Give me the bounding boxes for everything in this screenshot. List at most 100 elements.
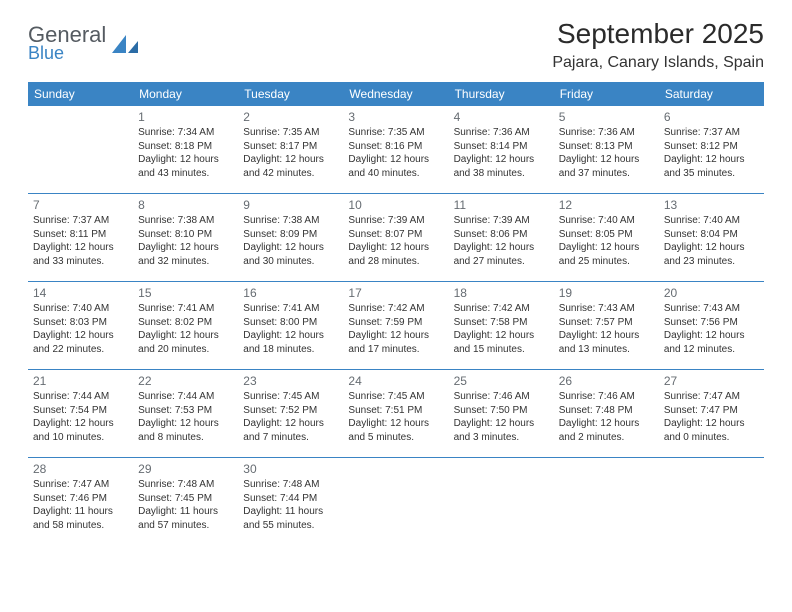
daylight-line: Daylight: 12 hours and 13 minutes.	[559, 329, 654, 356]
sunset-line: Sunset: 8:18 PM	[138, 140, 233, 154]
calendar-cell: 13Sunrise: 7:40 AMSunset: 8:04 PMDayligh…	[659, 194, 764, 282]
daylight-line: Daylight: 12 hours and 10 minutes.	[33, 417, 128, 444]
day-number: 18	[454, 285, 549, 301]
sunset-line: Sunset: 8:02 PM	[138, 316, 233, 330]
calendar-cell	[554, 458, 659, 546]
calendar-cell: 14Sunrise: 7:40 AMSunset: 8:03 PMDayligh…	[28, 282, 133, 370]
day-number: 2	[243, 109, 338, 125]
calendar-cell: 2Sunrise: 7:35 AMSunset: 8:17 PMDaylight…	[238, 106, 343, 194]
sunset-line: Sunset: 8:16 PM	[348, 140, 443, 154]
weekday-header: Friday	[554, 82, 659, 106]
daylight-line: Daylight: 12 hours and 15 minutes.	[454, 329, 549, 356]
sunrise-line: Sunrise: 7:39 AM	[348, 214, 443, 228]
calendar-row: 21Sunrise: 7:44 AMSunset: 7:54 PMDayligh…	[28, 370, 764, 458]
daylight-line: Daylight: 11 hours and 58 minutes.	[33, 505, 128, 532]
calendar-cell	[343, 458, 448, 546]
day-number: 24	[348, 373, 443, 389]
calendar-cell	[28, 106, 133, 194]
sunset-line: Sunset: 8:17 PM	[243, 140, 338, 154]
calendar-cell: 25Sunrise: 7:46 AMSunset: 7:50 PMDayligh…	[449, 370, 554, 458]
day-number: 5	[559, 109, 654, 125]
sunrise-line: Sunrise: 7:41 AM	[138, 302, 233, 316]
sunrise-line: Sunrise: 7:45 AM	[348, 390, 443, 404]
sunset-line: Sunset: 7:46 PM	[33, 492, 128, 506]
day-number: 1	[138, 109, 233, 125]
day-number: 23	[243, 373, 338, 389]
calendar-cell: 4Sunrise: 7:36 AMSunset: 8:14 PMDaylight…	[449, 106, 554, 194]
sunset-line: Sunset: 7:50 PM	[454, 404, 549, 418]
daylight-line: Daylight: 12 hours and 18 minutes.	[243, 329, 338, 356]
sunrise-line: Sunrise: 7:47 AM	[664, 390, 759, 404]
sunrise-line: Sunrise: 7:44 AM	[33, 390, 128, 404]
sunset-line: Sunset: 7:44 PM	[243, 492, 338, 506]
calendar-row: 28Sunrise: 7:47 AMSunset: 7:46 PMDayligh…	[28, 458, 764, 546]
day-number: 16	[243, 285, 338, 301]
sunrise-line: Sunrise: 7:35 AM	[348, 126, 443, 140]
daylight-line: Daylight: 12 hours and 25 minutes.	[559, 241, 654, 268]
day-number: 4	[454, 109, 549, 125]
sunset-line: Sunset: 8:12 PM	[664, 140, 759, 154]
sunrise-line: Sunrise: 7:48 AM	[243, 478, 338, 492]
sunrise-line: Sunrise: 7:37 AM	[33, 214, 128, 228]
sunset-line: Sunset: 8:05 PM	[559, 228, 654, 242]
day-number: 26	[559, 373, 654, 389]
calendar-cell: 8Sunrise: 7:38 AMSunset: 8:10 PMDaylight…	[133, 194, 238, 282]
daylight-line: Daylight: 12 hours and 42 minutes.	[243, 153, 338, 180]
sunset-line: Sunset: 8:09 PM	[243, 228, 338, 242]
calendar-cell: 28Sunrise: 7:47 AMSunset: 7:46 PMDayligh…	[28, 458, 133, 546]
sunrise-line: Sunrise: 7:40 AM	[559, 214, 654, 228]
daylight-line: Daylight: 12 hours and 43 minutes.	[138, 153, 233, 180]
sunset-line: Sunset: 8:11 PM	[33, 228, 128, 242]
sunrise-line: Sunrise: 7:34 AM	[138, 126, 233, 140]
day-number: 15	[138, 285, 233, 301]
weekday-header: Monday	[133, 82, 238, 106]
day-number: 10	[348, 197, 443, 213]
sunrise-line: Sunrise: 7:37 AM	[664, 126, 759, 140]
sunrise-line: Sunrise: 7:40 AM	[33, 302, 128, 316]
daylight-line: Daylight: 12 hours and 7 minutes.	[243, 417, 338, 444]
sunset-line: Sunset: 8:07 PM	[348, 228, 443, 242]
calendar-cell: 24Sunrise: 7:45 AMSunset: 7:51 PMDayligh…	[343, 370, 448, 458]
daylight-line: Daylight: 12 hours and 27 minutes.	[454, 241, 549, 268]
sunrise-line: Sunrise: 7:40 AM	[664, 214, 759, 228]
calendar-cell: 10Sunrise: 7:39 AMSunset: 8:07 PMDayligh…	[343, 194, 448, 282]
day-number: 20	[664, 285, 759, 301]
calendar-row: 7Sunrise: 7:37 AMSunset: 8:11 PM Daylight…	[28, 194, 764, 282]
sunrise-line: Sunrise: 7:44 AM	[138, 390, 233, 404]
sunrise-line: Sunrise: 7:46 AM	[559, 390, 654, 404]
day-number: 25	[454, 373, 549, 389]
calendar-cell: 11Sunrise: 7:39 AMSunset: 8:06 PMDayligh…	[449, 194, 554, 282]
sunset-line: Sunset: 8:13 PM	[559, 140, 654, 154]
calendar-table: SundayMondayTuesdayWednesdayThursdayFrid…	[28, 82, 764, 545]
sunrise-line: Sunrise: 7:43 AM	[559, 302, 654, 316]
weekday-header: Wednesday	[343, 82, 448, 106]
sunset-line: Sunset: 7:45 PM	[138, 492, 233, 506]
calendar-cell: 26Sunrise: 7:46 AMSunset: 7:48 PMDayligh…	[554, 370, 659, 458]
calendar-cell: 18Sunrise: 7:42 AMSunset: 7:58 PMDayligh…	[449, 282, 554, 370]
daylight-line: Daylight: 12 hours and 28 minutes.	[348, 241, 443, 268]
header: General Blue September 2025 Pajara, Cana…	[28, 18, 764, 72]
day-number: 11	[454, 197, 549, 213]
day-number: 21	[33, 373, 128, 389]
day-number: 9	[243, 197, 338, 213]
daylight-line: Daylight: 12 hours and 0 minutes.	[664, 417, 759, 444]
daylight-line: Daylight: 12 hours and 3 minutes.	[454, 417, 549, 444]
calendar-cell: 9Sunrise: 7:38 AMSunset: 8:09 PMDaylight…	[238, 194, 343, 282]
daylight-line: Daylight: 12 hours and 40 minutes.	[348, 153, 443, 180]
day-number: 13	[664, 197, 759, 213]
daylight-line: Daylight: 12 hours and 22 minutes.	[33, 329, 128, 356]
day-number: 27	[664, 373, 759, 389]
daylight-line: Daylight: 12 hours and 35 minutes.	[664, 153, 759, 180]
sunset-line: Sunset: 7:47 PM	[664, 404, 759, 418]
calendar-cell: 29Sunrise: 7:48 AMSunset: 7:45 PMDayligh…	[133, 458, 238, 546]
sunset-line: Sunset: 7:59 PM	[348, 316, 443, 330]
calendar-row: 1Sunrise: 7:34 AMSunset: 8:18 PMDaylight…	[28, 106, 764, 194]
calendar-cell	[449, 458, 554, 546]
day-number: 7	[33, 197, 128, 213]
sunset-line: Sunset: 7:58 PM	[454, 316, 549, 330]
sunset-line: Sunset: 7:52 PM	[243, 404, 338, 418]
calendar-row: 14Sunrise: 7:40 AMSunset: 8:03 PMDayligh…	[28, 282, 764, 370]
daylight-line: Daylight: 12 hours and 5 minutes.	[348, 417, 443, 444]
day-number: 6	[664, 109, 759, 125]
sunset-line: Sunset: 8:10 PM	[138, 228, 233, 242]
